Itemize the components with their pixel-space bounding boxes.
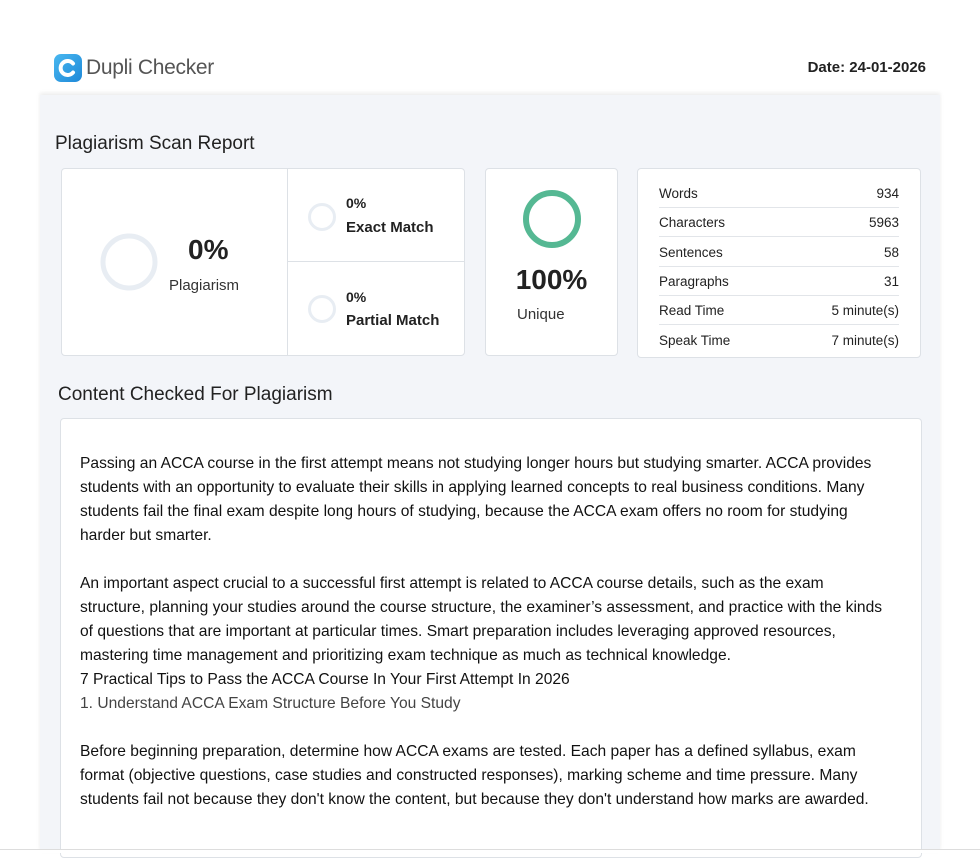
stat-label: Paragraphs: [659, 273, 729, 289]
stat-value: 31: [883, 273, 899, 289]
stat-label: Words: [659, 186, 698, 201]
plagiarism-card: 0% Plagiarism 0% Exact Match 0% Partial …: [61, 168, 465, 356]
header: Dupli Checker Date: 24-01-2026: [0, 0, 980, 95]
unique-label: Unique: [517, 306, 565, 323]
divider: [287, 169, 288, 355]
divider: [287, 261, 465, 262]
bottom-edge: [0, 849, 980, 853]
subheading: 1. Understand ACCA Exam Structure Before…: [80, 695, 461, 712]
stat-row: Read Time 5 minute(s): [659, 295, 899, 326]
plagiarism-ring: [100, 233, 158, 291]
heading: 7 Practical Tips to Pass the ACCA Course…: [80, 671, 570, 688]
stat-row: Sentences 58: [659, 237, 899, 267]
paragraph: Passing an ACCA course in the first atte…: [80, 455, 872, 544]
stat-value: 7 minute(s): [831, 332, 899, 348]
unique-card: 100% Unique: [485, 168, 618, 356]
content-text: Passing an ACCA course in the first atte…: [80, 452, 892, 812]
plagiarism-value: 0%: [188, 234, 229, 265]
paragraph: Before beginning preparation, determine …: [80, 743, 869, 808]
stat-row: Speak Time 7 minute(s): [659, 325, 899, 354]
partial-value: 0%: [346, 289, 367, 305]
unique-value: 100%: [515, 264, 588, 295]
exact-value: 0%: [346, 195, 367, 211]
stat-label: Characters: [659, 215, 726, 231]
partial-ring: [308, 295, 336, 323]
stat-label: Speak Time: [659, 332, 731, 348]
logo-glyph: [58, 59, 75, 77]
stat-value: 58: [883, 244, 899, 260]
stat-row: Paragraphs 31: [659, 266, 899, 296]
unique-ring: [523, 190, 581, 248]
report-title: Plagiarism Scan Report: [55, 133, 255, 154]
logo-text[interactable]: Dupli Checker: [86, 56, 214, 79]
plagiarism-label: Plagiarism: [169, 277, 240, 294]
logo-icon: [54, 54, 82, 82]
stat-label: Sentences: [659, 244, 723, 260]
stat-row: Characters 5963: [659, 207, 899, 238]
stat-row: Words 934: [659, 178, 899, 208]
stat-label: Read Time: [659, 303, 725, 319]
content-box: [60, 418, 922, 858]
paragraph: An important aspect crucial to a success…: [80, 575, 883, 664]
exact-ring: [308, 203, 336, 231]
partial-label: Partial Match: [346, 312, 440, 329]
stats-card: Words 934 Characters 5963 Sentences 58 Paragra…: [637, 168, 921, 358]
stat-value: 934: [876, 186, 899, 201]
content-title: Content Checked For Plagiarism: [58, 384, 333, 405]
exact-label: Exact Match: [346, 219, 434, 236]
report-date: Date: 24-01-2026: [807, 59, 926, 76]
stat-value: 5963: [868, 215, 899, 231]
stat-value: 5 minute(s): [831, 303, 899, 319]
